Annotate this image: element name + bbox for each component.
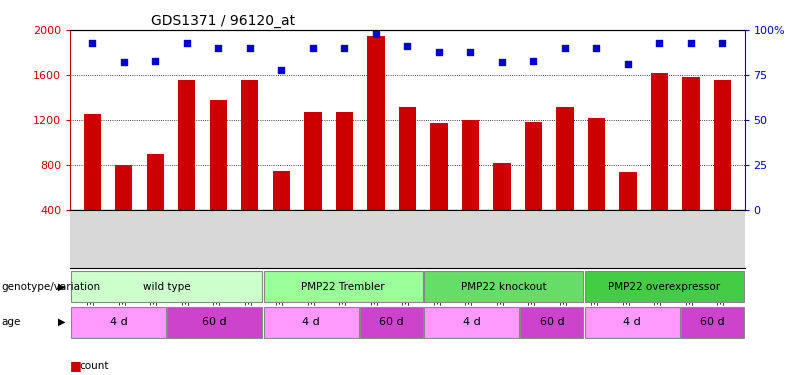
Text: wild type: wild type [143, 282, 191, 291]
Point [369, 31, 382, 37]
Bar [273, 171, 290, 255]
Bar [493, 163, 511, 255]
Point [527, 58, 539, 64]
Bar [336, 112, 353, 255]
Bar [520, 307, 583, 338]
Bar [178, 80, 196, 255]
Text: 4 d: 4 d [463, 317, 480, 327]
Bar [115, 165, 132, 255]
Point [338, 45, 351, 51]
Bar [360, 307, 423, 338]
Point [149, 58, 162, 64]
Bar [84, 114, 101, 255]
Text: 60 d: 60 d [203, 317, 227, 327]
Text: ■: ■ [70, 359, 82, 372]
Bar [147, 154, 164, 255]
Point [275, 67, 288, 73]
Bar [263, 307, 358, 338]
Text: 4 d: 4 d [302, 317, 320, 327]
Bar [367, 36, 385, 255]
Point [685, 40, 697, 46]
Text: 60 d: 60 d [700, 317, 725, 327]
Text: genotype/variation: genotype/variation [2, 282, 101, 291]
Bar [241, 80, 259, 255]
Point [401, 43, 413, 49]
Point [559, 45, 571, 51]
Bar [556, 106, 574, 255]
Bar [585, 307, 680, 338]
Bar [424, 271, 583, 302]
Point [653, 40, 666, 46]
Point [433, 49, 445, 55]
Text: 4 d: 4 d [109, 317, 127, 327]
Text: GDS1371 / 96120_at: GDS1371 / 96120_at [151, 13, 295, 28]
Bar [619, 172, 637, 255]
Bar [682, 77, 700, 255]
Bar [651, 73, 668, 255]
Bar [714, 80, 731, 255]
Text: 60 d: 60 d [539, 317, 564, 327]
Text: count: count [80, 361, 109, 370]
Bar [71, 307, 166, 338]
Text: PMP22 Trembler: PMP22 Trembler [302, 282, 385, 291]
Point [622, 61, 634, 67]
Point [464, 49, 476, 55]
Text: ▶: ▶ [58, 282, 65, 291]
Point [306, 45, 319, 51]
Bar [263, 271, 423, 302]
Bar [424, 307, 519, 338]
Point [212, 45, 225, 51]
Bar [681, 307, 744, 338]
Point [86, 40, 99, 46]
Bar [525, 122, 542, 255]
Text: ▶: ▶ [58, 317, 65, 327]
Text: PMP22 overexpressor: PMP22 overexpressor [608, 282, 721, 291]
Bar [399, 106, 416, 255]
Text: 4 d: 4 d [623, 317, 641, 327]
Bar [585, 271, 744, 302]
Point [117, 59, 130, 65]
Bar [168, 307, 263, 338]
Bar [588, 118, 605, 255]
Point [716, 40, 729, 46]
Point [243, 45, 256, 51]
Bar [430, 123, 448, 255]
Point [180, 40, 193, 46]
Bar [210, 100, 227, 255]
Point [496, 59, 508, 65]
Bar [71, 271, 263, 302]
Text: age: age [2, 317, 21, 327]
Bar [304, 112, 322, 255]
Text: PMP22 knockout: PMP22 knockout [461, 282, 547, 291]
Bar [462, 120, 479, 255]
Text: 60 d: 60 d [379, 317, 404, 327]
Point [590, 45, 602, 51]
